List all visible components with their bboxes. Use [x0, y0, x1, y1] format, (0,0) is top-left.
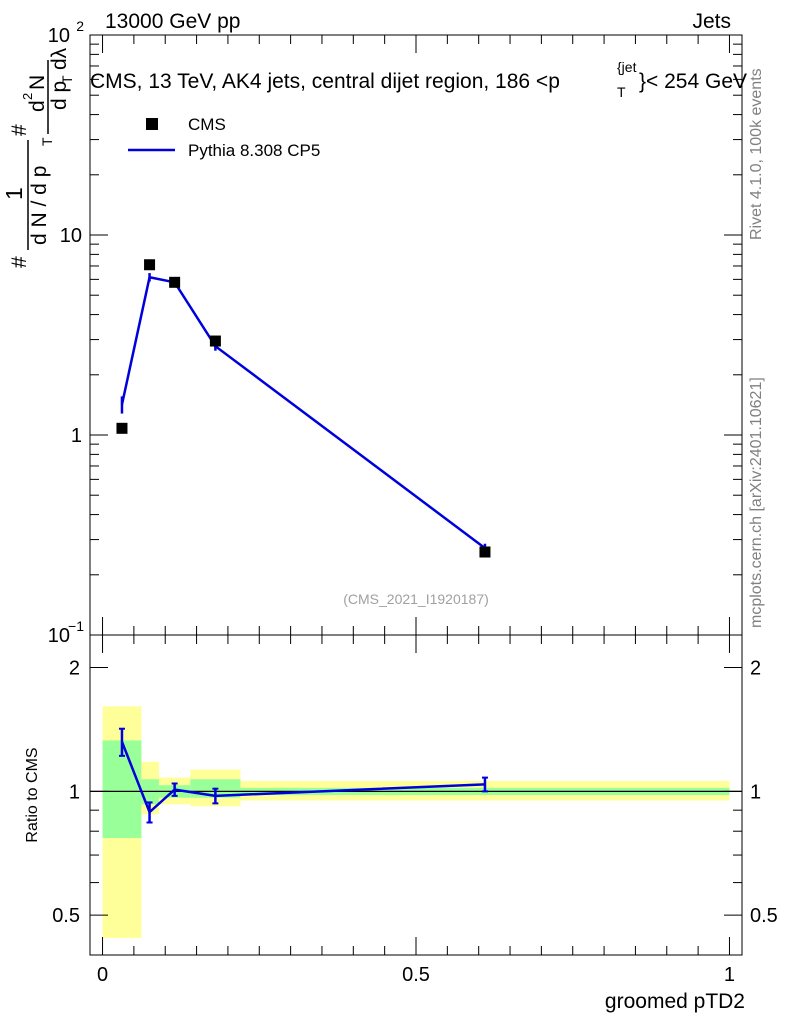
side-label-bottom: mcplots.cern.ch [arXiv:2401.10621]	[748, 377, 765, 628]
ylabel-dn-dpt: d N / d p	[28, 166, 51, 245]
ylabel-hash-1: #	[8, 256, 31, 268]
ylabel-hash-2: #	[8, 124, 31, 136]
mc-line	[120, 275, 486, 550]
title-tail: }< 254 GeV	[639, 70, 747, 93]
legend-data-marker	[146, 118, 158, 130]
main-ytick-exp-3: 2	[76, 18, 84, 34]
legend: CMS Pythia 8.308 CP5	[128, 115, 320, 160]
title-sub: T	[617, 84, 626, 100]
main-ytick-label-2: 10	[60, 225, 82, 247]
ratio-ytick-label-right-1: 1	[750, 781, 761, 803]
ylabel-d: d	[26, 100, 49, 112]
header-right: Jets	[692, 10, 731, 33]
header-left: 13000 GeV pp	[105, 10, 240, 33]
ylabel-one: 1	[1, 187, 27, 200]
x-axis-label: groomed pTD2	[605, 990, 745, 1013]
legend-mc-label: Pythia 8.308 CP5	[188, 141, 320, 160]
title-sup: {jet	[617, 59, 637, 75]
side-label-top: Rivet 4.1.0, 100k events	[748, 68, 765, 240]
analysis-watermark: (CMS_2021_I1920187)	[343, 591, 489, 607]
main-ytick-label-3: 10	[48, 25, 70, 47]
title-main: CMS, 13 TeV, AK4 jets, central dijet reg…	[90, 70, 560, 93]
plot-title: CMS, 13 TeV, AK4 jets, central dijet reg…	[90, 59, 747, 100]
main-ytick-label-1: 1	[71, 425, 82, 447]
ratio-axis-ticks: 0.5 0.5 1 1 2 2 0 0.5 1	[52, 635, 778, 986]
main-ytick-exp-0: −1	[68, 618, 84, 634]
y-axis-label-main: # 1 d N / d p T # d p T d 2 N dλ	[1, 47, 75, 268]
ratio-ytick-label-left-2: 2	[69, 658, 80, 680]
ratio-ytick-label-right-0: 0.5	[750, 905, 778, 927]
ratio-ytick-label-left-0: 0.5	[52, 905, 80, 927]
data-point	[169, 276, 181, 288]
data-point	[144, 259, 156, 271]
x-tick-label-0: 0	[97, 964, 108, 986]
ylabel-dlambda: dλ	[48, 47, 71, 70]
ylabel-sub-t2: T	[59, 75, 75, 84]
ratio-ytick-label-left-1: 1	[69, 781, 80, 803]
ylabel-n: N	[26, 75, 49, 90]
x-tick-label-2: 1	[724, 964, 735, 986]
ylabel-sub-t1: T	[39, 137, 55, 146]
ratio-ytick-label-right-2: 2	[750, 658, 761, 680]
ratio-series-layer	[118, 727, 488, 824]
ylabel-sup-2: 2	[20, 93, 35, 100]
main-series-layer	[116, 259, 491, 558]
data-point	[479, 546, 491, 558]
ylabel-dpt: d p	[48, 81, 71, 110]
ratio-uncertainty-bands	[90, 706, 742, 938]
main-ytick-label-0: 10	[48, 625, 70, 647]
data-point	[116, 422, 128, 434]
data-point	[209, 335, 221, 347]
ratio-mc-line	[120, 741, 486, 815]
legend-data-label: CMS	[188, 115, 226, 134]
x-tick-label-1: 0.5	[402, 964, 430, 986]
ratio-y-axis-label: Ratio to CMS	[24, 747, 41, 842]
